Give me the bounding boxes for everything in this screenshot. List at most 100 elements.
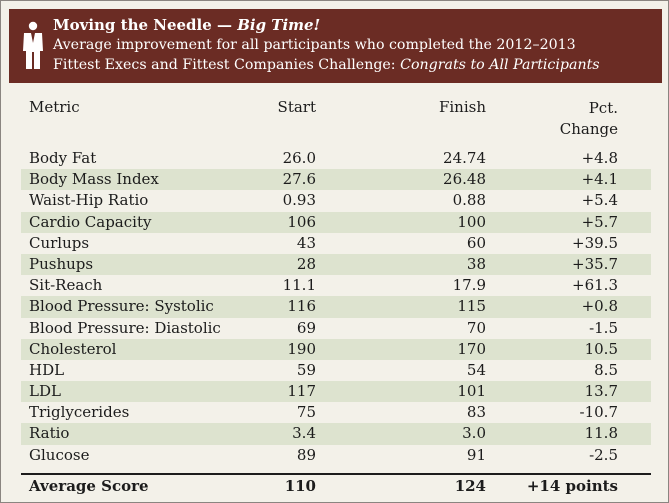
table-row: Ratio 3.4 3.0 11.8 — [21, 423, 651, 445]
cell-metric: Body Fat — [29, 149, 97, 167]
pct-line-1: Pct. — [588, 99, 618, 117]
table-row: Sit-Reach 11.1 17.9 +61.3 — [21, 275, 651, 296]
cell-start: 69 — [296, 318, 316, 337]
cell-start: 0.93 — [282, 191, 316, 210]
title-emphasis: Big Time! — [237, 16, 321, 34]
cell-start: 106 — [287, 212, 316, 231]
cell-finish: 24.74 — [443, 149, 486, 167]
table-row: Curlups 43 60 +39.5 — [21, 233, 651, 254]
header-title: Moving the Needle — Big Time! — [53, 15, 654, 35]
average-pct-change: +14 points — [526, 477, 618, 495]
cell-metric: Sit-Reach — [29, 276, 103, 295]
cell-finish: 170 — [457, 339, 486, 358]
person-in-suit-icon — [23, 21, 43, 69]
cell-pct-change: 10.5 — [584, 339, 618, 358]
table-row: Blood Pressure: Diastolic 69 70 -1.5 — [21, 318, 651, 339]
cell-metric: Body Mass Index — [29, 170, 159, 189]
cell-pct-change: +39.5 — [572, 233, 618, 252]
cell-start: 89 — [296, 445, 316, 464]
table-row: LDL 117 101 13.7 — [21, 381, 651, 403]
col-header-start: Start — [277, 98, 316, 116]
table-row: Glucose 89 91 -2.5 — [21, 445, 651, 466]
col-header-metric: Metric — [29, 98, 80, 116]
subtitle-emphasis: Congrats to All Participants — [400, 57, 600, 73]
cell-pct-change: +4.1 — [581, 170, 618, 189]
table-row: Cholesterol 190 170 10.5 — [21, 338, 651, 360]
cell-finish: 115 — [457, 297, 486, 316]
cell-metric: Pushups — [29, 254, 94, 273]
table-body: Body Fat 26.0 24.74 +4.8 Body Mass Index 27.6… — [21, 148, 651, 466]
cell-finish: 100 — [457, 212, 486, 231]
pct-line-2: Change — [559, 120, 618, 138]
cell-pct-change: +35.7 — [572, 254, 618, 273]
col-header-finish: Finish — [438, 98, 486, 116]
cell-metric: Blood Pressure: Systolic — [29, 297, 214, 316]
cell-finish: 0.88 — [452, 191, 486, 210]
cell-finish: 38 — [466, 254, 486, 273]
cell-pct-change: 11.8 — [584, 424, 618, 443]
cell-start: 28 — [296, 254, 316, 273]
cell-pct-change: -1.5 — [589, 318, 618, 337]
cell-pct-change: +4.8 — [581, 149, 618, 167]
table-row: HDL 59 54 8.5 — [21, 360, 651, 381]
average-finish: 124 — [454, 477, 486, 495]
cell-metric: Ratio — [29, 424, 70, 443]
cell-start: 190 — [287, 339, 316, 358]
cell-finish: 3.0 — [462, 424, 486, 443]
table-row: Body Mass Index 27.6 26.48 +4.1 — [21, 169, 651, 191]
cell-start: 11.1 — [282, 276, 316, 295]
cell-start: 3.4 — [292, 424, 316, 443]
cell-metric: Curlups — [29, 233, 90, 252]
table-row: Waist-Hip Ratio 0.93 0.88 +5.4 — [21, 190, 651, 211]
header-text: Moving the Needle — Big Time! Average im… — [53, 15, 654, 75]
table-row: Blood Pressure: Systolic 116 115 +0.8 — [21, 296, 651, 318]
table-row: Cardio Capacity 106 100 +5.7 — [21, 211, 651, 233]
cell-start: 117 — [287, 382, 316, 401]
cell-start: 75 — [296, 403, 316, 422]
average-divider — [21, 473, 651, 475]
table-row: Pushups 28 38 +35.7 — [21, 253, 651, 276]
cell-start: 116 — [287, 297, 316, 316]
cell-start: 27.6 — [282, 170, 316, 189]
cell-finish: 91 — [466, 445, 486, 464]
table-row: Body Fat 26.0 24.74 +4.8 — [21, 148, 651, 169]
average-label: Average Score — [29, 477, 149, 495]
cell-pct-change: -10.7 — [579, 403, 618, 422]
cell-pct-change: +61.3 — [572, 276, 618, 295]
cell-pct-change: -2.5 — [589, 445, 618, 464]
cell-start: 26.0 — [282, 149, 316, 167]
col-header-pct-change: Pct. Change — [521, 98, 618, 140]
cell-finish: 101 — [457, 382, 486, 401]
cell-pct-change: +5.7 — [581, 212, 618, 231]
cell-metric: Cardio Capacity — [29, 212, 152, 231]
table-row: Triglycerides 75 83 -10.7 — [21, 402, 651, 423]
cell-metric: HDL — [29, 360, 65, 379]
title-main: Moving the Needle — — [53, 16, 238, 34]
cell-pct-change: +5.4 — [581, 191, 618, 210]
cell-finish: 17.9 — [452, 276, 486, 295]
cell-finish: 54 — [466, 360, 486, 379]
subtitle-line-2: Fittest Execs and Fittest Companies Chal… — [53, 55, 654, 75]
cell-finish: 60 — [466, 233, 486, 252]
cell-pct-change: 8.5 — [594, 360, 618, 379]
average-start: 110 — [284, 477, 316, 495]
cell-metric: Waist-Hip Ratio — [29, 191, 149, 210]
metrics-table: Metric Start Finish Pct. Change Body Fat 2… — [21, 96, 651, 464]
cell-metric: LDL — [29, 382, 61, 401]
header-banner: Moving the Needle — Big Time! Average im… — [9, 9, 662, 83]
cell-metric: Glucose — [29, 445, 90, 464]
subtitle-main: Fittest Execs and Fittest Companies Chal… — [53, 57, 401, 73]
cell-metric: Cholesterol — [29, 339, 117, 358]
cell-metric: Triglycerides — [29, 403, 130, 422]
cell-finish: 83 — [466, 403, 486, 422]
cell-pct-change: 13.7 — [584, 382, 618, 401]
cell-start: 59 — [296, 360, 316, 379]
cell-finish: 70 — [466, 318, 486, 337]
cell-finish: 26.48 — [443, 170, 486, 189]
cell-pct-change: +0.8 — [581, 297, 618, 316]
cell-metric: Blood Pressure: Diastolic — [29, 318, 221, 337]
table-header: Metric Start Finish Pct. Change — [21, 96, 651, 144]
cell-start: 43 — [296, 233, 316, 252]
average-score-row: Average Score 110 124 +14 points — [21, 475, 651, 497]
